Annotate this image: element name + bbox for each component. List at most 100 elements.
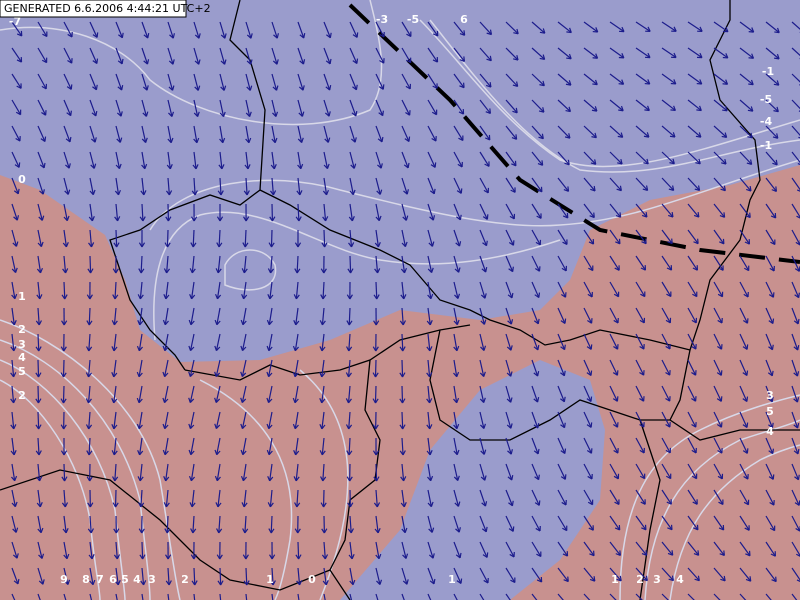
wind-arrow [190,541,197,560]
arrow-shaft [765,281,774,298]
wind-arrow [36,255,44,274]
arrow-head [218,164,225,170]
wind-arrow [85,333,93,352]
arrow-shaft [739,411,748,428]
wind-arrow [163,463,170,482]
wind-arrow [505,73,519,87]
wind-arrow [87,255,94,274]
arrow-shaft [635,281,646,297]
arrow-shaft [609,255,620,271]
wind-arrow [374,255,381,274]
arrow-head [373,476,380,482]
wind-arrow [687,229,699,245]
arrow-head [111,346,118,352]
arrow-shaft [297,47,305,65]
arrow-head [616,185,622,192]
arrow-head [743,474,749,480]
arrow-shaft [609,99,624,112]
arrow-head [346,320,353,326]
arrow-head [292,345,300,352]
arrow-shaft [164,333,169,351]
contour-label: -5 [760,93,772,106]
arrow-shaft [241,359,247,377]
wind-arrow [609,125,624,138]
arrow-shaft [348,437,351,456]
arrow-shaft [11,21,23,37]
wind-arrow [111,411,118,430]
wind-arrow [115,99,123,117]
arrow-shaft [713,151,727,165]
arrow-head [743,291,749,298]
arrow-head [479,397,486,403]
arrow-shaft [453,385,458,403]
arrow-head [720,575,726,582]
wind-arrow [268,229,275,248]
wind-arrow [269,567,276,586]
arrow-shaft [531,203,542,219]
arrow-head [400,476,407,482]
arrow-head [241,268,248,274]
arrow-head [220,33,227,39]
arrow-head [666,291,672,298]
arrow-shaft [531,255,541,272]
wind-arrow [36,281,43,300]
wind-arrow [505,125,518,140]
arrow-head [719,550,725,557]
arrow-head [138,528,145,534]
arrow-head [506,423,513,429]
arrow-shaft [219,593,222,600]
arrow-head [266,423,273,430]
arrow-head [321,242,328,248]
arrow-head [643,158,649,165]
wind-arrow [61,463,68,482]
arrow-shaft [765,385,773,403]
arrow-shaft [11,437,15,455]
arrow-shaft [427,333,431,351]
arrow-shaft [375,593,379,600]
wind-arrow [531,21,546,34]
arrow-head [426,398,433,404]
arrow-head [296,190,303,196]
arrow-shaft [375,255,379,273]
arrow-shaft [635,255,646,271]
arrow-shaft [687,99,702,112]
arrow-head [768,292,775,298]
wind-arrow [322,567,329,586]
wind-arrow [557,463,567,480]
arrow-shaft [791,281,800,298]
arrow-head [215,502,222,508]
wind-arrow [243,177,250,196]
arrow-shaft [765,515,776,531]
arrow-shaft [89,47,98,64]
wind-arrow [63,73,73,90]
wind-arrow [375,47,385,64]
arrow-shaft [765,255,775,272]
arrow-head [117,58,124,65]
arrow-shaft [765,307,774,324]
arrow-head [431,109,438,116]
arrow-shaft [609,229,621,245]
arrow-head [347,528,354,534]
arrow-head [533,448,540,455]
wind-arrow [35,411,42,430]
wind-arrow [349,177,356,196]
arrow-head [214,475,221,482]
wind-arrow [765,47,780,60]
arrow-shaft [427,411,431,429]
arrow-head [319,372,326,378]
arrow-shaft [713,515,725,531]
arrow-head [10,346,17,352]
arrow-head [538,133,544,140]
arrow-head [428,527,435,533]
wind-arrow [505,47,519,61]
wind-arrow [427,229,435,247]
arrow-head [373,294,380,300]
wind-arrow [687,333,697,350]
wind-arrow [346,463,353,482]
arrow-shaft [479,151,490,167]
arrow-head [459,30,466,36]
wind-arrow [635,385,645,402]
wind-arrow [661,385,671,402]
arrow-head [85,372,92,378]
wind-arrow [141,125,148,144]
